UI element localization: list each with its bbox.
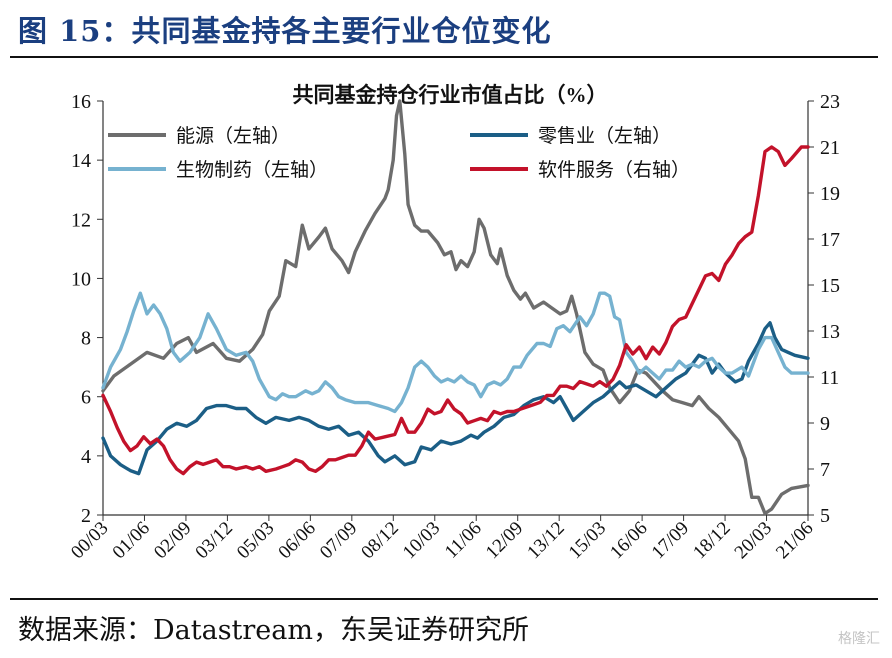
legend-label: 零售业（左轴） (538, 125, 671, 147)
left-tick-label: 4 (81, 446, 91, 468)
left-tick-label: 8 (81, 328, 91, 350)
right-tick-label: 23 (820, 91, 840, 113)
series-line-3 (101, 291, 810, 414)
right-tick-label: 7 (820, 459, 830, 481)
legend-label: 软件服务（右轴） (538, 159, 690, 181)
left-tick-label: 14 (71, 150, 91, 172)
x-tick-label: 06/06 (274, 518, 319, 563)
x-tick-label: 21/06 (772, 518, 817, 563)
legend-label: 生物制药（左轴） (176, 159, 328, 181)
x-tick-label: 10/03 (399, 518, 444, 563)
right-tick-label: 11 (820, 367, 839, 389)
x-tick-label: 05/03 (233, 518, 278, 563)
left-tick-label: 16 (71, 91, 91, 113)
right-tick-label: 5 (820, 505, 830, 527)
x-tick-label: 12/09 (482, 518, 527, 563)
legend-label: 能源（左轴） (176, 125, 290, 147)
bottom-rule (10, 598, 878, 600)
right-tick-label: 15 (820, 275, 840, 297)
right-tick-label: 21 (820, 137, 840, 159)
x-tick-label: 15/03 (565, 518, 610, 563)
right-tick-label: 13 (820, 321, 840, 343)
series-lines (101, 99, 810, 516)
x-tick-label: 11/06 (441, 518, 486, 563)
x-tick-label: 00/03 (67, 518, 112, 563)
series-line-1 (101, 99, 810, 516)
x-tick-label: 20/03 (731, 518, 776, 563)
series-line-2 (101, 321, 810, 476)
x-tick-label: 02/09 (150, 518, 195, 563)
right-tick-label: 9 (820, 413, 830, 435)
legend: 能源（左轴） 零售业（左轴） 生物制药（左轴） 软件服务（右轴） (108, 125, 690, 181)
x-tick-label: 07/09 (316, 518, 361, 563)
x-tick-label: 18/12 (689, 518, 734, 563)
x-tick-label: 01/06 (109, 518, 154, 563)
figure-title: 图 15：共同基金持各主要行业仓位变化 (18, 14, 552, 48)
x-tick-label: 03/12 (191, 518, 236, 563)
right-tick-label: 19 (820, 183, 840, 205)
x-tick-label: 16/06 (606, 518, 651, 563)
chart-title: 共同基金持仓行业市值占比（%） (293, 83, 608, 107)
watermark: 格隆汇 (838, 631, 880, 647)
source-note: 数据来源：Datastream，东吴证券研究所 (18, 615, 529, 646)
x-tick-label: 08/12 (357, 518, 402, 563)
left-tick-label: 6 (81, 387, 91, 409)
x-tick-label: 13/12 (523, 518, 568, 563)
top-rule (10, 56, 878, 58)
series-line-4 (101, 145, 810, 476)
left-tick-label: 12 (71, 209, 91, 231)
left-tick-label: 2 (81, 505, 91, 527)
right-tick-label: 17 (820, 229, 840, 251)
x-tick-label: 17/09 (648, 518, 693, 563)
left-tick-label: 10 (71, 268, 91, 290)
line-chart: 2468101214165791113151719212300/0301/060… (67, 83, 840, 563)
